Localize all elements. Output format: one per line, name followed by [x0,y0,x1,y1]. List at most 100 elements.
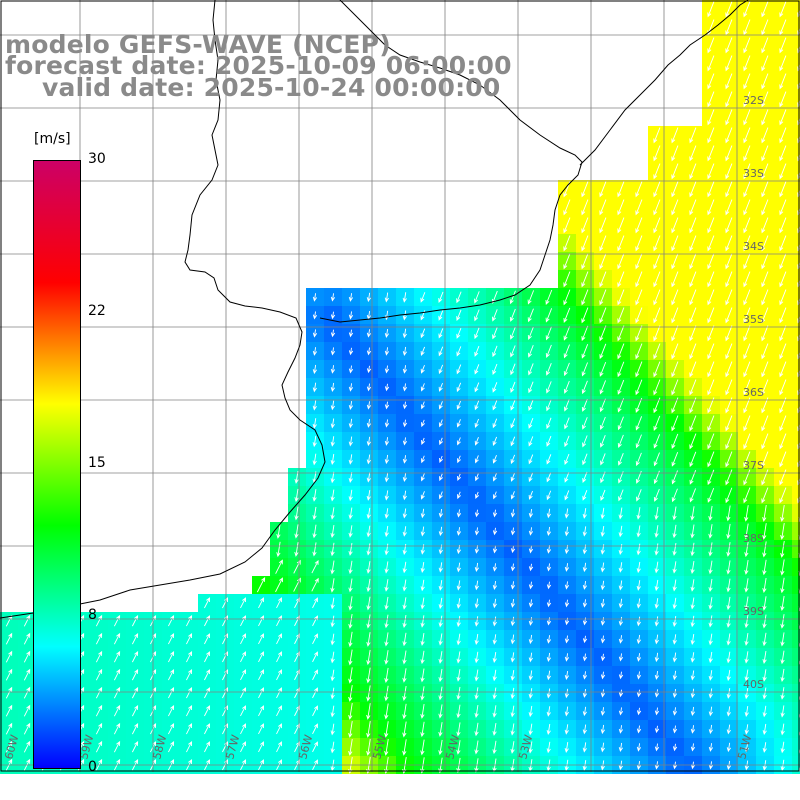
wind-arrow [564,508,569,519]
wind-arrow [582,653,588,662]
wind-arrow [384,508,389,519]
wind-arrow [348,489,353,502]
wind-arrow [312,524,317,539]
wind-arrow [366,649,371,666]
wind-arrow [743,271,751,288]
wind-arrow [258,669,264,681]
wind-arrow [582,635,588,644]
wind-arrow [618,653,624,662]
wind-arrow [743,253,751,270]
wind-arrow [707,469,715,486]
wind-arrow [384,525,389,538]
speed-cell [792,684,800,702]
wind-arrow [581,235,589,252]
wind-arrow [275,577,283,593]
wind-arrow [689,181,697,198]
wind-arrow [438,526,443,537]
wind-arrow [779,361,787,378]
wind-arrow [762,559,767,576]
wind-arrow [330,507,335,520]
wind-arrow [528,688,533,699]
wind-arrow [744,596,749,611]
wind-arrow [366,419,372,428]
wind-arrow [546,652,552,663]
wind-arrow [131,650,139,663]
wind-arrow [690,506,695,521]
wind-arrow [474,455,479,464]
wind-arrow [725,91,733,108]
wind-arrow [636,543,641,556]
wind-arrow [312,597,318,609]
wind-arrow [438,580,443,591]
wind-arrow [240,669,246,681]
wind-arrow [725,433,733,450]
wind-arrow [528,490,533,500]
wind-arrow [131,740,139,753]
wind-arrow [456,309,462,322]
wind-arrow [330,365,336,374]
wind-arrow [168,615,175,627]
speed-cell [792,468,800,486]
wind-arrow [546,508,551,519]
wind-arrow [474,687,479,700]
wind-speed-field [0,0,800,774]
wind-arrow [330,687,335,700]
wind-arrow [581,307,589,324]
wind-arrow [725,289,733,306]
wind-arrow [456,346,462,357]
wind-arrow [635,416,643,431]
wind-arrow [761,271,769,288]
wind-arrow [402,632,407,647]
wind-arrow [492,545,498,554]
speed-cell [792,72,800,90]
wind-arrow [348,293,354,302]
wind-arrow [5,668,13,681]
wind-arrow [528,417,534,429]
wind-arrow [510,616,515,627]
wind-arrow [113,650,121,663]
wind-arrow [725,325,733,342]
lat-lon-grid [0,0,800,772]
wind-arrow [564,688,569,699]
wind-arrow [438,633,443,646]
wind-arrow [421,437,426,445]
wind-arrow [617,379,625,395]
wind-arrow [222,723,229,735]
wind-arrow [168,705,175,717]
wind-arrow [761,1,769,18]
wind-arrow [779,379,787,396]
wind-arrow [671,488,678,503]
wind-arrow [258,741,264,753]
wind-arrow [348,365,354,374]
wind-arrow [456,327,462,339]
lat-label: 37S [743,459,764,472]
wind-arrow [312,347,318,356]
wind-arrow [528,599,534,608]
wind-arrow [708,578,713,593]
wind-arrow [312,723,318,735]
wind-arrow [599,271,607,288]
wind-arrow [653,217,661,234]
wind-arrow [581,217,589,234]
wind-arrow [528,436,534,447]
wind-arrow [581,253,589,270]
wind-arrow [276,669,282,681]
wind-arrow [653,235,661,252]
wind-arrow [402,437,408,446]
wind-arrow [707,253,715,270]
wind-arrow [707,235,715,252]
wind-arrow [256,576,266,593]
wind-arrow [420,633,425,646]
wind-arrow [402,597,407,610]
wind-arrow [581,181,589,198]
latitude-labels: 32S 33S 34S 35S 36S 37S 38S 39S 40S [743,94,764,691]
wind-arrow [743,73,751,90]
wind-arrow [708,706,713,717]
wind-arrow [761,379,769,396]
wind-arrow [743,307,751,324]
wind-arrow [275,559,283,574]
wind-arrow [600,562,605,573]
wind-arrow [600,689,606,698]
wind-arrow [348,525,353,538]
speed-cell [792,144,800,162]
